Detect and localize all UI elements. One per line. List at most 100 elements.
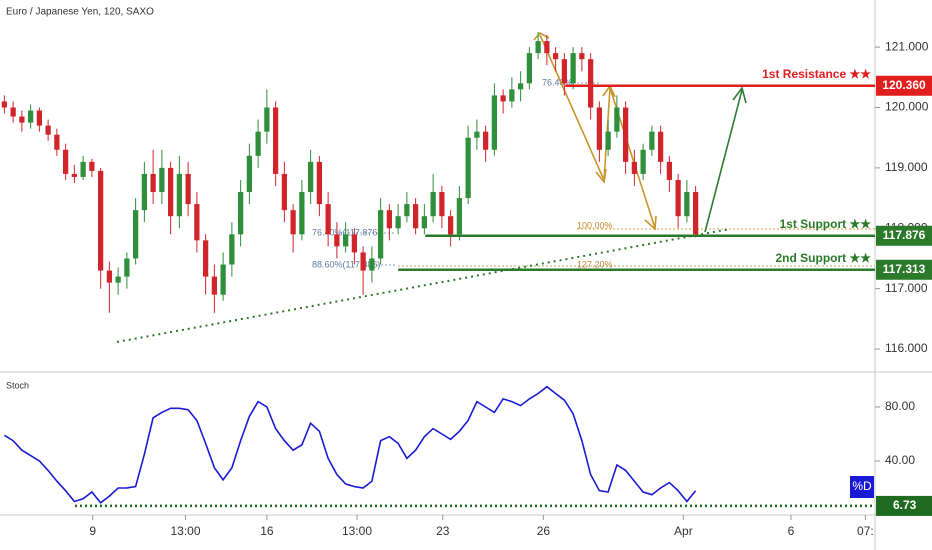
x-tick-label: 26	[537, 524, 551, 538]
candle-body	[1, 101, 7, 108]
arrow	[704, 86, 747, 233]
candle-body	[693, 192, 699, 235]
candle-body	[456, 198, 462, 235]
y-tick-label: 121.000	[885, 39, 929, 53]
candle-body	[273, 107, 279, 174]
candle-body	[631, 161, 637, 174]
candle-body	[535, 41, 541, 54]
level-label: 117.313	[883, 262, 926, 276]
y-tick-label: 116.000	[885, 341, 928, 355]
candle-body	[509, 89, 515, 102]
fib-label: 76.40%	[542, 77, 573, 87]
projection-arrow	[704, 86, 747, 233]
candle-body	[684, 192, 690, 217]
candle-body	[623, 107, 629, 162]
level-label: 120.360	[882, 78, 926, 92]
arrow-heads	[533, 31, 657, 231]
candle-body	[430, 192, 436, 217]
stoch-value: 6.73	[893, 498, 917, 512]
x-tick-label: 13:00	[170, 524, 200, 538]
candle-body	[404, 204, 410, 217]
candle-body	[351, 234, 357, 253]
candle-body	[649, 131, 655, 150]
x-tick-label: Apr	[674, 524, 693, 538]
candle-body	[290, 210, 296, 235]
candle-body	[115, 276, 121, 283]
x-tick-label: 07:	[857, 524, 874, 538]
candle-body	[246, 155, 252, 193]
series-tag-label: %D	[852, 479, 872, 493]
series-tag	[850, 476, 874, 498]
candle-body	[264, 107, 270, 132]
candle-body	[203, 240, 209, 277]
x-tick-label: 13:00	[342, 524, 372, 538]
candle-body	[98, 170, 104, 271]
candle-body	[474, 131, 480, 138]
candle-body	[229, 234, 235, 265]
level-name: 2nd Support ★★	[775, 251, 871, 265]
fib-label: 127.20%	[577, 259, 613, 269]
candle-body	[255, 131, 261, 156]
candle-body	[124, 258, 130, 277]
level-box	[876, 225, 932, 246]
candle-body	[614, 107, 620, 132]
candle-body	[281, 173, 287, 211]
candle-body	[36, 110, 42, 126]
level-box	[876, 259, 932, 280]
candle-body	[369, 258, 375, 271]
candle-body	[500, 95, 506, 102]
candle-body	[299, 192, 305, 235]
y-tick-label: 120.000	[885, 100, 929, 114]
candle-body	[10, 107, 16, 117]
candle-body	[106, 270, 112, 283]
pane-title: Stoch	[6, 380, 29, 390]
candle-body	[168, 167, 174, 217]
candle-body	[483, 131, 489, 150]
candle-body	[553, 53, 559, 60]
candle-body	[395, 216, 401, 229]
candle-body	[63, 149, 69, 174]
candle-body	[343, 234, 349, 247]
candle-body	[133, 210, 139, 259]
candle-body	[386, 210, 392, 229]
candle-body	[526, 53, 532, 84]
candle-body	[360, 252, 366, 271]
fib-label: 100.00%	[577, 220, 613, 230]
y-tick-label: 40.00	[885, 453, 915, 467]
level-name: 1st Support ★★	[779, 217, 871, 231]
y-tick-label: 119.000	[885, 160, 928, 174]
candle-body	[19, 116, 25, 123]
candle-body	[544, 41, 550, 54]
candle-body	[54, 134, 60, 150]
y-tick-label: 80.00	[885, 399, 915, 413]
candle-body	[45, 125, 51, 135]
candle-body	[448, 216, 454, 235]
candle-body	[316, 161, 322, 205]
candle-body	[561, 59, 567, 84]
candle-body	[666, 161, 672, 180]
candle-body	[596, 107, 602, 150]
candle-body	[334, 234, 340, 247]
candle-body	[220, 264, 226, 295]
x-tick-label: 16	[260, 524, 274, 538]
candle-body	[518, 83, 524, 90]
candle-body	[308, 161, 314, 193]
candle-body	[194, 204, 200, 241]
candle-body	[238, 192, 244, 235]
candle-body	[658, 131, 664, 162]
x-tick-label: 9	[89, 524, 96, 538]
candle-body	[378, 210, 384, 259]
candle-body	[325, 204, 331, 235]
fib-label: 88.60%(117.386)	[312, 259, 380, 269]
candle-body	[185, 173, 191, 205]
fib-label: 76.40%(117.876)	[312, 227, 380, 237]
chart-title: Euro / Japanese Yen, 120, SAXO	[6, 7, 154, 18]
candle-body	[421, 216, 427, 229]
candle-body	[211, 276, 217, 295]
level-label: 117.876	[883, 228, 926, 242]
stoch-value-box	[876, 495, 932, 516]
candle-body	[28, 110, 34, 123]
candle-body	[159, 167, 165, 193]
